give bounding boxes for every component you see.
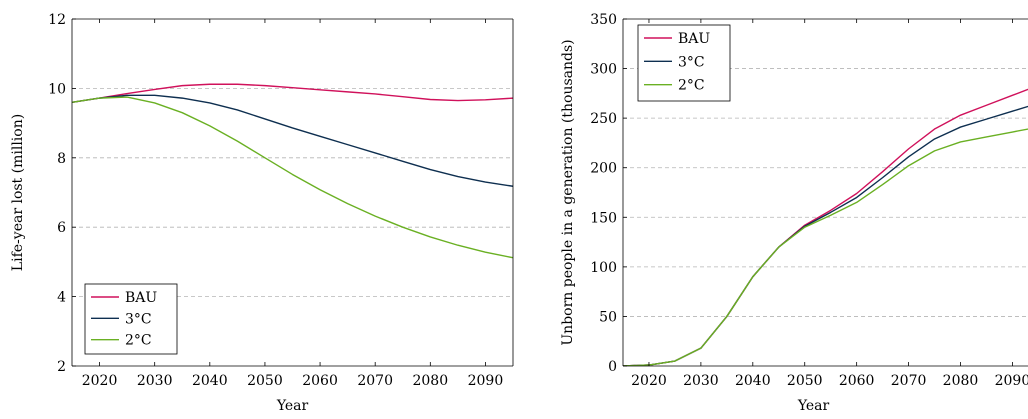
legend-label-3: 2°C	[125, 333, 152, 349]
x-tick-label: 2050	[787, 373, 823, 389]
y-tick-label: 2	[57, 359, 66, 375]
legend: BAU 3°C 2°C	[637, 24, 731, 102]
legend: BAU 3°C 2°C	[84, 283, 178, 355]
legend-label-2: 3°C	[125, 311, 152, 327]
y-tick-label: 8	[57, 151, 66, 167]
x-tick-label: 2090	[468, 373, 504, 389]
y-axis-label: Unborn people in a generation (thousands…	[560, 39, 576, 345]
x-tick-label: 2070	[357, 373, 393, 389]
x-tick-label: 2030	[683, 373, 719, 389]
y-tick-label: 10	[48, 81, 66, 97]
x-tick-label: 2070	[891, 373, 927, 389]
x-tick-label: 2080	[412, 373, 448, 389]
series-line-1	[623, 88, 1028, 366]
y-tick-label: 350	[590, 12, 617, 28]
y-tick-label: 300	[590, 62, 617, 78]
chart-2: 0 50 100 150 200 250 300 350 2020 2030 2040 2050 206…	[560, 12, 1028, 414]
y-tick-label: 6	[57, 220, 66, 236]
x-tick-label: 2030	[137, 373, 173, 389]
y-tick-label: 50	[599, 309, 617, 325]
y-tick-label: 150	[590, 210, 617, 226]
x-axis-label: Year	[797, 398, 830, 414]
y-axis-label: Life-year lost (million)	[10, 114, 26, 271]
series-line-1	[72, 83, 513, 103]
series-line-3	[72, 96, 513, 259]
legend-label-1: BAU	[125, 290, 157, 306]
y-tick-label: 200	[590, 161, 617, 177]
legend-label-2: 3°C	[678, 54, 705, 70]
legend-label-3: 2°C	[678, 78, 705, 94]
y-tick-label: 100	[590, 260, 617, 276]
x-tick-label: 2060	[302, 373, 338, 389]
x-tick-label: 2040	[192, 373, 228, 389]
y-tick-label: 4	[57, 290, 66, 306]
legend-label-1: BAU	[678, 31, 710, 47]
x-tick-label: 2080	[943, 373, 979, 389]
y-tick-label: 250	[590, 111, 617, 127]
x-tick-label: 2020	[82, 373, 118, 389]
x-tick-label: 2050	[247, 373, 283, 389]
x-tick-label: 2090	[995, 373, 1028, 389]
chart-1: 2 4 6 8 10 12 2020 2030 2040 2050 2060 2070 2080 2090…	[10, 12, 514, 414]
x-tick-label: 2020	[631, 373, 667, 389]
legend-box	[637, 24, 731, 102]
x-tick-label: 2040	[735, 373, 771, 389]
y-tick-label: 0	[608, 359, 617, 375]
x-tick-label: 2060	[839, 373, 875, 389]
x-axis-label: Year	[276, 398, 309, 414]
y-tick-label: 12	[48, 12, 66, 28]
series-line-2	[623, 105, 1028, 366]
series-line-2	[72, 94, 513, 187]
series-line-3	[623, 128, 1028, 366]
